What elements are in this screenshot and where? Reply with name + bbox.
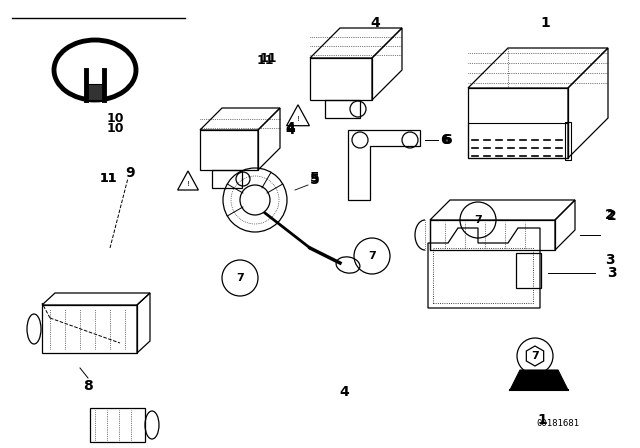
Bar [516,253,541,288]
Text: 11: 11 [259,52,276,65]
Text: 5: 5 [310,171,320,185]
Text: 6: 6 [442,133,452,147]
Text: 9: 9 [125,166,135,180]
Text: 3: 3 [607,266,617,280]
Text: 7: 7 [474,215,482,225]
Text: 8: 8 [83,379,93,393]
Bar [212,170,242,188]
Text: 1: 1 [540,16,550,30]
Bar [85,84,103,100]
Text: 2: 2 [605,208,615,222]
Text: 11: 11 [99,172,116,185]
Text: 00181681: 00181681 [536,418,579,427]
Text: 11: 11 [256,53,274,66]
Text: !: ! [296,116,300,122]
Text: 3: 3 [605,253,615,267]
Bar [565,122,571,160]
Text: 1: 1 [537,413,547,427]
Text: 2: 2 [607,209,617,223]
Text: !: ! [187,181,189,187]
Bar [433,248,533,303]
Bar [468,123,568,158]
Text: 4: 4 [285,121,295,135]
Bar [325,100,360,118]
Text: 5: 5 [310,173,320,187]
Text: 6: 6 [440,133,450,147]
Text: 7: 7 [531,351,539,361]
Text: 10: 10 [106,112,124,125]
Text: 4: 4 [339,385,349,399]
Text: 7: 7 [368,251,376,261]
Text: 4: 4 [370,16,380,30]
Text: 4: 4 [285,123,295,137]
Text: 11: 11 [99,172,116,185]
Text: 10: 10 [106,121,124,134]
Polygon shape [510,370,568,390]
Text: 7: 7 [236,273,244,283]
